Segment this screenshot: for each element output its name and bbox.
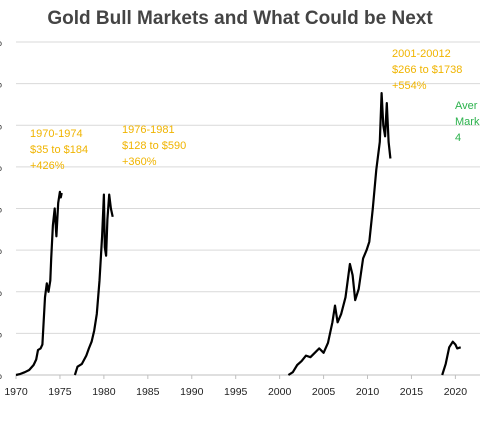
y-tick-label: % (0, 120, 2, 132)
axes: %%%%%%%%%1970197519801985199019952000200… (0, 37, 480, 398)
annotation-text: $128 to $590 (122, 140, 186, 152)
y-tick-label: % (0, 37, 2, 49)
y-tick-label: % (0, 79, 2, 91)
x-tick-label: 1985 (136, 386, 160, 398)
series-line (287, 91, 392, 376)
annotations: 1970-1974 $35 to $184 +426% 1976-1981 $128 t… (30, 48, 480, 172)
series-line (15, 190, 63, 377)
annotation-text: 1976-1981 (122, 124, 175, 136)
series-lines (15, 91, 462, 377)
y-tick-label: % (0, 245, 2, 257)
annotation-text: Marke (455, 116, 480, 128)
y-tick-label: % (0, 287, 2, 299)
gridlines (16, 41, 480, 334)
annotation-text: $266 to $1738 (392, 64, 462, 76)
annotation-text: 4 (455, 132, 461, 144)
y-tick-label: % (0, 204, 2, 216)
x-tick-label: 1980 (92, 386, 116, 398)
series-line (441, 340, 462, 376)
annotation-text: +426% (30, 160, 65, 172)
series-line (73, 193, 114, 376)
annotation-text: +360% (122, 156, 157, 168)
x-tick-label: 2000 (268, 386, 292, 398)
annotation-text: 2001-20012 (392, 48, 451, 60)
annotation-text: Aver (455, 100, 478, 112)
y-tick-label: % (0, 370, 2, 382)
annotation-text: $35 to $184 (30, 144, 88, 156)
annotation-text: 1970-1974 (30, 128, 83, 140)
x-tick-label: 1970 (4, 386, 28, 398)
x-tick-label: 2015 (400, 386, 424, 398)
x-tick-label: 1975 (48, 386, 72, 398)
x-tick-label: 2005 (312, 386, 336, 398)
x-tick-label: 1995 (224, 386, 248, 398)
chart-title: Gold Bull Markets and What Could be Next (47, 8, 433, 29)
annotation-text: +554% (392, 80, 427, 92)
y-tick-label: % (0, 162, 2, 174)
x-tick-label: 2020 (444, 386, 468, 398)
x-tick-label: 1990 (180, 386, 204, 398)
y-tick-label: % (0, 328, 2, 340)
x-tick-label: 2010 (356, 386, 380, 398)
